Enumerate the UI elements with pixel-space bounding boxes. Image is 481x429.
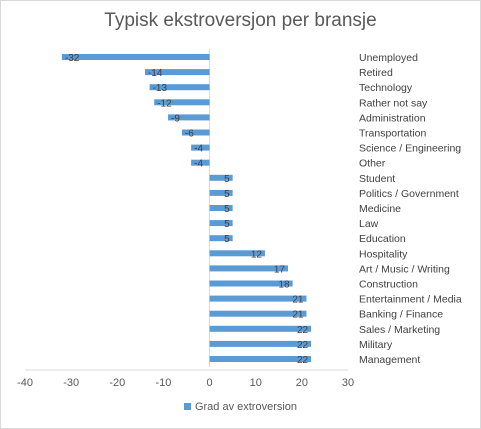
bar	[209, 189, 233, 196]
category-label: Rather not say	[359, 97, 428, 109]
data-label: 5	[224, 219, 230, 230]
data-label: -13	[153, 83, 168, 94]
bar	[191, 144, 210, 151]
x-tick-label: -20	[109, 377, 125, 389]
category-label: Transportation	[359, 128, 426, 140]
legend-label: Grad av extroversion	[194, 401, 298, 413]
x-tick-label: 30	[342, 377, 354, 389]
category-label: Education	[359, 233, 406, 245]
category-label: Management	[359, 354, 420, 366]
bar	[154, 99, 210, 106]
bar	[61, 54, 210, 60]
bar	[209, 325, 312, 332]
x-tick-label: -30	[63, 377, 79, 389]
data-label: 12	[251, 249, 263, 260]
category-label: Retired	[359, 67, 393, 79]
bar	[168, 114, 210, 121]
bar	[191, 159, 210, 166]
data-label: 22	[297, 325, 309, 336]
category-label: Military	[359, 339, 393, 351]
category-label: Hospitality	[359, 248, 408, 260]
chart-title: Typisk ekstroversjon per bransje	[104, 10, 377, 31]
category-label: Law	[359, 218, 379, 230]
bar	[209, 174, 233, 181]
legend-swatch	[183, 402, 191, 410]
x-tick-label: 20	[296, 377, 308, 389]
data-label: 21	[292, 310, 304, 321]
bar	[209, 235, 233, 242]
x-tick-label: 0	[207, 377, 213, 389]
category-label: Science / Engineering	[359, 143, 461, 155]
x-tick-label: 10	[250, 377, 262, 389]
bar	[209, 295, 307, 302]
data-label: -9	[171, 113, 180, 124]
category-label: Art / Music / Writing	[359, 263, 450, 275]
data-label: 5	[224, 204, 230, 215]
data-label: -12	[157, 98, 172, 109]
category-label: Technology	[359, 82, 413, 94]
bar	[209, 250, 265, 257]
legend: Grad av extroversion	[0, 401, 481, 413]
category-label: Other	[359, 158, 386, 170]
data-label: 5	[224, 234, 230, 245]
data-label: 18	[279, 280, 291, 291]
data-label: 17	[274, 264, 286, 275]
bar	[209, 220, 233, 227]
data-label: -4	[194, 144, 203, 155]
data-label: 22	[297, 340, 309, 351]
category-label: Administration	[359, 112, 426, 124]
x-tick-label: -40	[17, 377, 33, 389]
category-label: Entertainment / Media	[359, 294, 462, 306]
data-label: 5	[224, 174, 230, 185]
data-label: -4	[194, 159, 203, 170]
category-label: Unemployed	[359, 52, 418, 64]
bar	[181, 129, 210, 136]
data-label: -6	[185, 129, 194, 140]
bar	[209, 205, 233, 211]
data-label: 5	[224, 189, 230, 200]
data-label: 22	[297, 355, 309, 366]
data-label: -14	[148, 68, 163, 79]
bar	[209, 265, 289, 272]
category-label: Construction	[359, 279, 418, 291]
x-tick-label: -10	[155, 377, 171, 389]
data-label: 21	[292, 295, 304, 306]
bar	[209, 280, 293, 287]
category-label: Sales / Marketing	[359, 324, 440, 336]
category-label: Medicine	[359, 203, 401, 215]
bar	[209, 340, 312, 347]
category-label: Politics / Government	[359, 188, 459, 200]
bar	[209, 356, 312, 362]
data-label: -32	[65, 53, 80, 64]
bar	[144, 69, 210, 76]
category-label: Student	[359, 173, 395, 185]
category-label: Banking / Finance	[359, 309, 443, 321]
bar	[209, 310, 307, 317]
bar	[149, 84, 210, 91]
